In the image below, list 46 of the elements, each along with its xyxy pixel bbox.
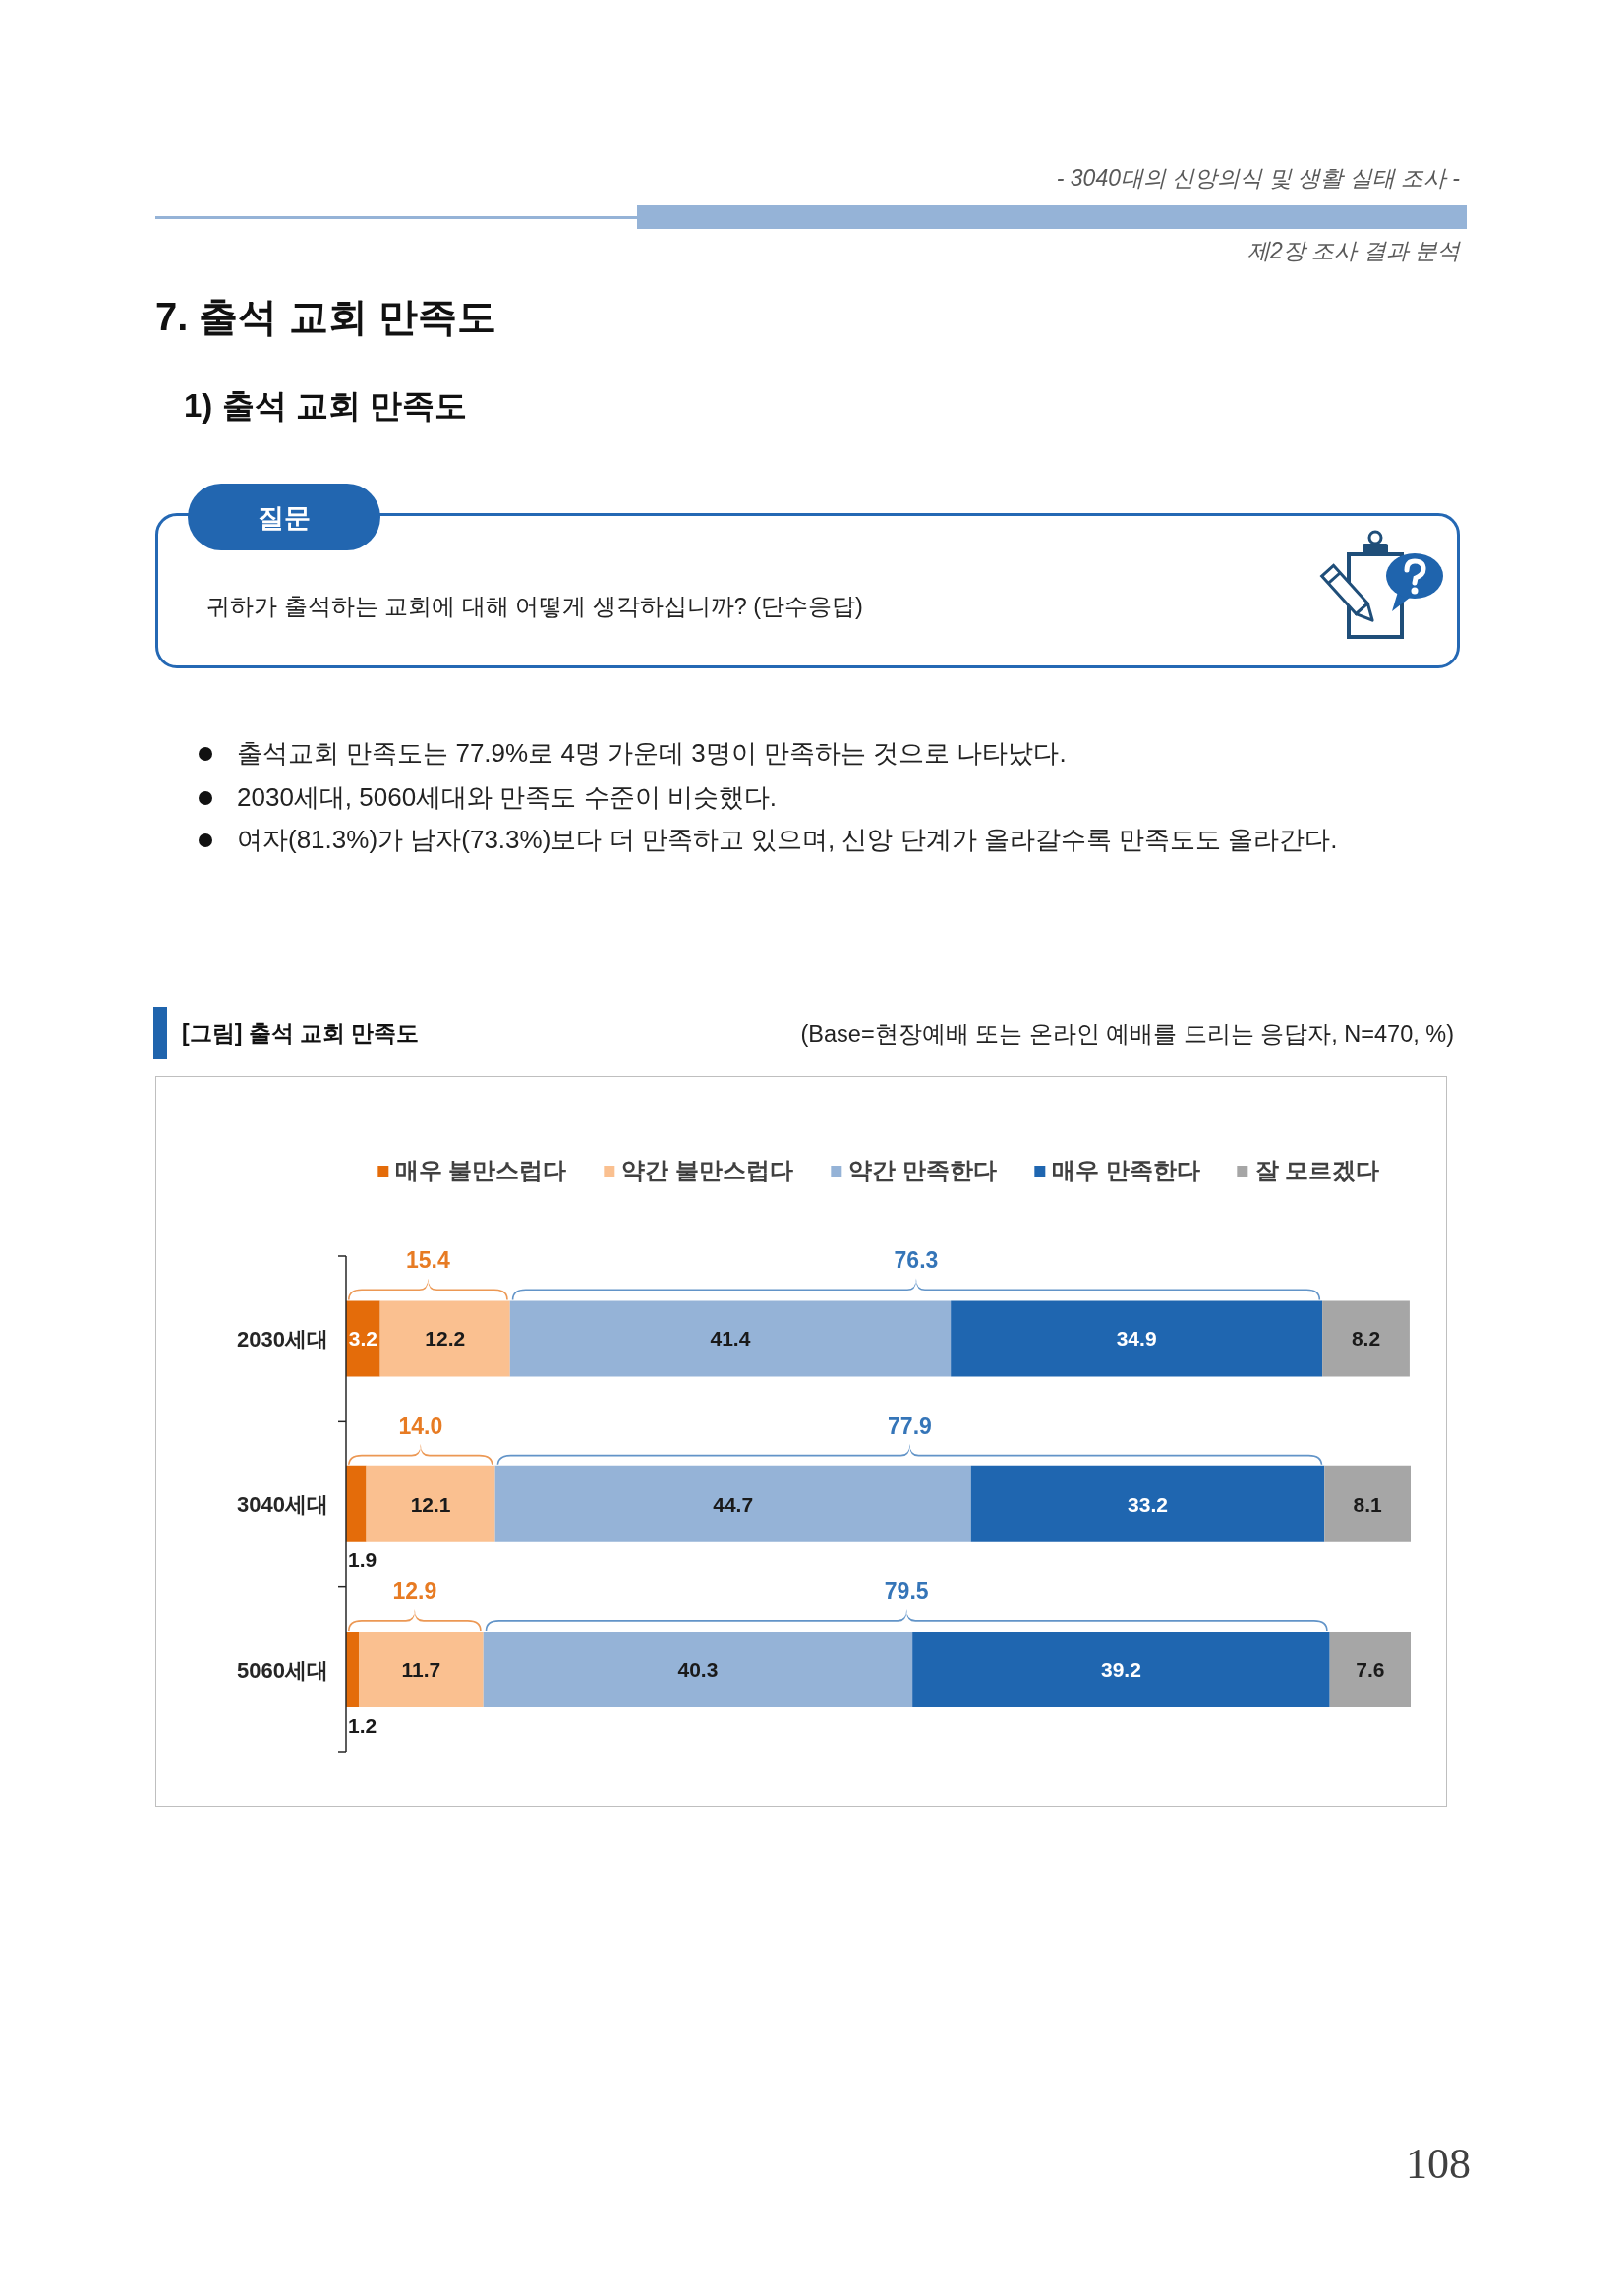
data-label: 12.2: [425, 1327, 466, 1350]
legend-label: 약간 불만스럽다: [621, 1156, 794, 1185]
text: - 3040대의 신앙의식 및 생활 실태 조사 -: [1056, 165, 1460, 193]
data-label: 11.7: [401, 1658, 441, 1682]
data-label: 33.2: [1128, 1492, 1168, 1516]
text: 출석교회 만족도는 77.9%로 4명 가운데 3명이 만족하는 것으로 나타났다.: [237, 738, 1067, 770]
data-label: 1.2: [348, 1713, 377, 1737]
text: 귀하가 출석하는 교회에 대해 어떻게 생각하십니까? (단수응답): [206, 592, 863, 621]
annotation: 15.4: [406, 1247, 450, 1274]
annotation: 77.9: [888, 1412, 932, 1439]
bar: [346, 1632, 359, 1708]
legend-label: 매우 만족한다: [1051, 1156, 1200, 1185]
chart-title: [그림] 출석 교회 만족도: [182, 1020, 420, 1048]
bar: [1322, 1300, 1410, 1377]
text: 7. 출석 교회 만족도: [155, 294, 496, 340]
data-label: 40.3: [677, 1658, 719, 1682]
data-label: 8.1: [1353, 1492, 1383, 1516]
text: 108: [1406, 2138, 1471, 2190]
annotation: 14.0: [398, 1412, 443, 1439]
bar: [346, 1465, 367, 1542]
annotation: 76.3: [894, 1247, 939, 1274]
legend-label: 잘 모르겠다: [1254, 1156, 1380, 1185]
bar: [1329, 1632, 1411, 1708]
data-label: 41.4: [710, 1327, 751, 1350]
annotation: 12.9: [392, 1578, 437, 1605]
y-tick-label: 3040세대: [237, 1492, 328, 1518]
data-label: 44.7: [713, 1492, 754, 1516]
text: 제2장 조사 결과 분석: [1247, 238, 1460, 265]
annotation: 79.5: [884, 1578, 929, 1605]
data-label: 34.9: [1116, 1327, 1157, 1350]
data-label: 39.2: [1100, 1658, 1141, 1682]
data-label: 3.2: [348, 1327, 377, 1350]
text: 질문: [258, 501, 311, 535]
y-tick-label: 5060세대: [237, 1657, 328, 1683]
text: 2030세대, 5060세대와 만족도 수준이 비슷했다.: [237, 782, 778, 814]
data-label: 1.9: [348, 1548, 377, 1572]
text: 여자(81.3%)가 남자(73.3%)보다 더 만족하고 있으며, 신앙 단계가 올라갈수록 만족도도 올라간다.: [237, 825, 1338, 856]
text: 1) 출석 교회 만족도: [184, 386, 467, 426]
legend-label: 매우 불만스럽다: [394, 1156, 567, 1185]
bar: [1324, 1465, 1411, 1542]
chart-subtitle: (Base=현장예배 또는 온라인 예배를 드리는 응답자, N=470, %): [800, 1019, 1454, 1049]
y-tick-label: 2030세대: [237, 1326, 328, 1351]
legend-label: 약간 만족한다: [848, 1156, 997, 1185]
data-label: 8.2: [1351, 1327, 1381, 1350]
data-label: 12.1: [410, 1492, 451, 1516]
data-label: 7.6: [1356, 1658, 1385, 1682]
